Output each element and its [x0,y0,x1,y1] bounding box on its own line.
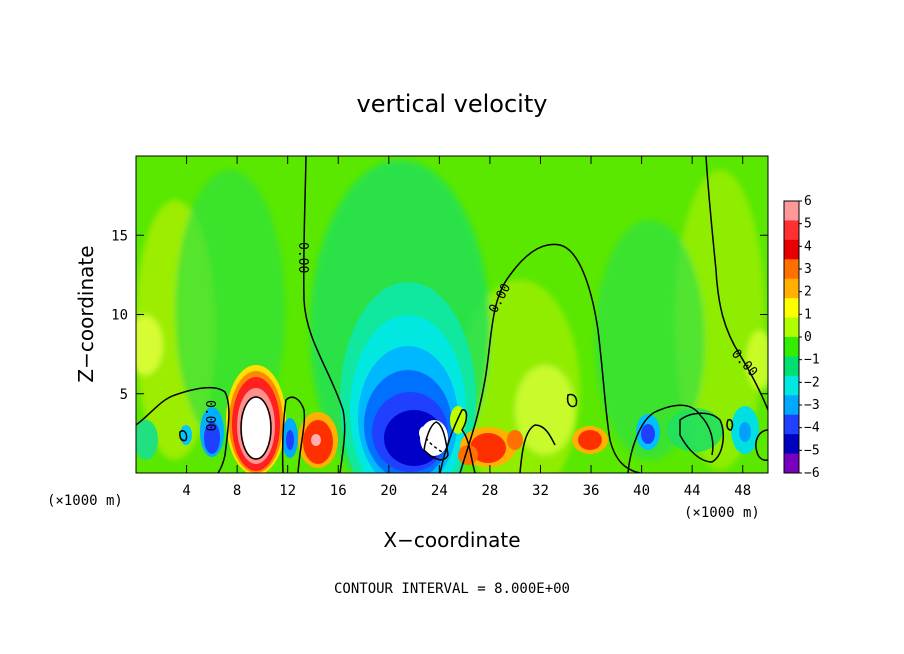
colorbar-tick-label: 3 [804,262,812,277]
updraft-core [226,365,286,473]
colorbar-swatch [784,356,799,377]
x-tick-label: 36 [583,483,600,499]
colorbar-tick-label: −5 [804,443,820,458]
colorbar-swatch [784,220,799,241]
colorbar-tick-label: −1 [804,353,820,368]
colorbar-tick-label: −4 [804,421,820,436]
colorbar-swatch [784,298,799,319]
colorbar-swatch [784,317,799,338]
colorbar-swatch [784,259,799,280]
contour-label: 0.00 [202,400,217,431]
y-tick-label: 5 [120,387,128,403]
colorbar-swatch [784,375,799,396]
y-axis-label: Z−coordinate [74,245,98,382]
secondary-cells [136,406,759,468]
colorbar-swatch [784,414,799,435]
x-tick-label: 28 [481,483,498,499]
x-tick-label: 20 [380,483,397,499]
colorbar-tick-label: 2 [804,285,812,300]
colorbar: 6 5 4 3 2 1 0 −1 −2 −3 −4 −5 −6 [783,194,820,481]
colorbar-tick-label: 6 [804,194,812,209]
colorbar-tick-label: 5 [804,217,812,232]
colorbar-swatch [784,453,799,474]
x-unit-right: (×1000 m) [684,505,760,521]
x-tick-label: 32 [532,483,549,499]
downdraft-core [340,282,476,473]
colorbar-tick-label: 4 [804,239,812,254]
colorbar-swatch [784,278,799,299]
x-tick-label: 4 [182,483,190,499]
colorbar-tick-label: −3 [804,398,820,413]
y-axis: 5 10 15 [111,228,768,403]
contour-label: 0.00 [295,242,310,273]
colorbar-tick-label: 0 [804,330,812,345]
x-tick-label: 12 [279,483,296,499]
colorbar-swatch [784,239,799,260]
chart-title: vertical velocity [357,90,548,118]
x-tick-label: 16 [330,483,347,499]
zero-contours [136,156,768,473]
colorbar-tick-label: −6 [804,466,820,481]
contour-interval-note: CONTOUR INTERVAL = 8.000E+00 [334,581,570,597]
colorbar-tick-label: −2 [804,375,820,390]
x-tick-label: 48 [734,483,751,499]
colorbar-swatch [784,201,799,221]
x-tick-label: 24 [431,483,448,499]
colorbar-tick-label: 1 [804,307,812,322]
plot-area: 0.00 0.00 0.00 0.00 4 8 12 16 20 24 28 32 36 40 44… [111,155,769,499]
colorbar-swatch [784,395,799,416]
x-unit-left: (×1000 m) [47,493,123,509]
x-axis-label: X−coordinate [383,528,520,552]
x-tick-label: 44 [684,483,701,499]
x-tick-label: 40 [633,483,650,499]
y-tick-label: 15 [111,228,128,244]
y-tick-label: 10 [111,308,128,324]
x-axis: 4 8 12 16 20 24 28 32 36 40 44 48 [182,156,751,499]
colorbar-swatch [784,434,799,455]
colorbar-swatch [784,337,799,357]
x-tick-label: 8 [233,483,241,499]
